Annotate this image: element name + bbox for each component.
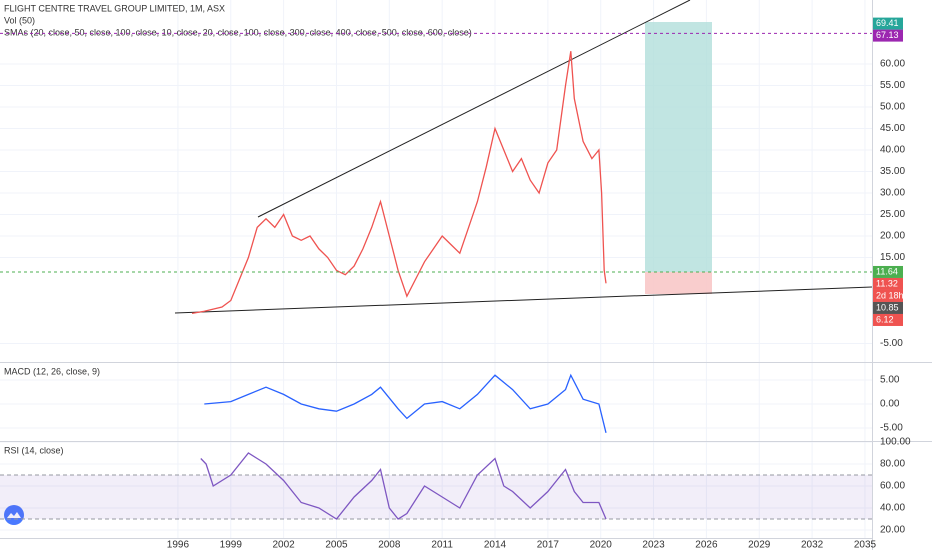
y-tick-label: 55.00 — [880, 80, 905, 91]
y-tick-label: -5.00 — [880, 338, 903, 349]
x-tick-label: 2002 — [272, 540, 295, 550]
y-tick-label: 60.00 — [880, 59, 905, 70]
x-tick-label: 2026 — [695, 540, 718, 550]
price-badge — [873, 277, 903, 290]
rsi-band — [0, 474, 872, 519]
trend-line-upper[interactable] — [257, 0, 691, 218]
logo[interactable] — [4, 505, 24, 525]
y-tick-label: 30.00 — [880, 188, 905, 199]
x-tick-label: 2035 — [854, 540, 877, 550]
y-tick-label: 45.00 — [880, 123, 905, 134]
price-badge — [873, 313, 903, 326]
x-tick-label: 2014 — [484, 540, 507, 550]
y-tick-label: 80.00 — [880, 459, 905, 470]
y-tick-label: 40.00 — [880, 145, 905, 156]
x-tick-label: 2029 — [748, 540, 771, 550]
long-position-target — [645, 22, 712, 272]
price-badge-label: 69.41 — [876, 18, 899, 28]
x-tick-label: 2008 — [378, 540, 401, 550]
price-badge — [873, 17, 903, 30]
y-tick-label: -5.00 — [880, 423, 903, 434]
y-tick-label: 15.00 — [880, 252, 905, 263]
x-tick-label: 1999 — [220, 540, 243, 550]
x-tick-label: 2017 — [537, 540, 560, 550]
pane-title: RSI (14, close) — [4, 445, 64, 455]
countdown-badge — [873, 289, 903, 302]
price-badge — [873, 265, 903, 278]
price-badge-label: 11.64 — [876, 266, 898, 276]
y-tick-label: 20.00 — [880, 525, 905, 536]
pane-title: MACD (12, 26, close, 9) — [4, 366, 100, 376]
y-tick-label: 40.00 — [880, 503, 905, 514]
x-tick-label: 2032 — [801, 540, 824, 550]
y-tick-label: 35.00 — [880, 166, 905, 177]
y-tick-label: 20.00 — [880, 231, 905, 242]
price-badge-label: 11.32 — [876, 278, 898, 288]
y-tick-label: 5.00 — [880, 375, 900, 386]
price-badge — [873, 29, 903, 42]
long-position-stop — [645, 272, 712, 294]
y-tick-label: 0.00 — [880, 399, 900, 410]
y-tick-label: 50.00 — [880, 102, 905, 113]
series-line — [191, 51, 607, 315]
price-badge-label: 6.12 — [876, 314, 894, 324]
countdown-label: 2d 18h — [876, 290, 904, 300]
trend-line-lower[interactable] — [174, 286, 873, 314]
y-tick-label: 60.00 — [880, 481, 905, 492]
x-tick-label: 2020 — [590, 540, 613, 550]
x-tick-label: 2023 — [642, 540, 665, 550]
indicator-legend: SMAs (20, close, 50, close, 100, close, … — [4, 27, 472, 37]
price-badge-label: 10.85 — [876, 302, 899, 312]
logo-glyph — [7, 512, 21, 518]
series-line — [204, 373, 607, 433]
price-badge — [873, 301, 903, 314]
price-badge-label: 67.13 — [876, 30, 899, 40]
y-tick-label: 25.00 — [880, 209, 905, 220]
x-tick-label: 2005 — [325, 540, 348, 550]
x-tick-label: 2011 — [431, 540, 453, 550]
pane-title: FLIGHT CENTRE TRAVEL GROUP LIMITED, 1M, … — [4, 3, 225, 13]
series-line — [200, 452, 607, 520]
indicator-legend: Vol (50) — [4, 15, 35, 25]
y-tick-label: 100.00 — [880, 437, 911, 448]
x-tick-label: 1996 — [167, 540, 190, 550]
